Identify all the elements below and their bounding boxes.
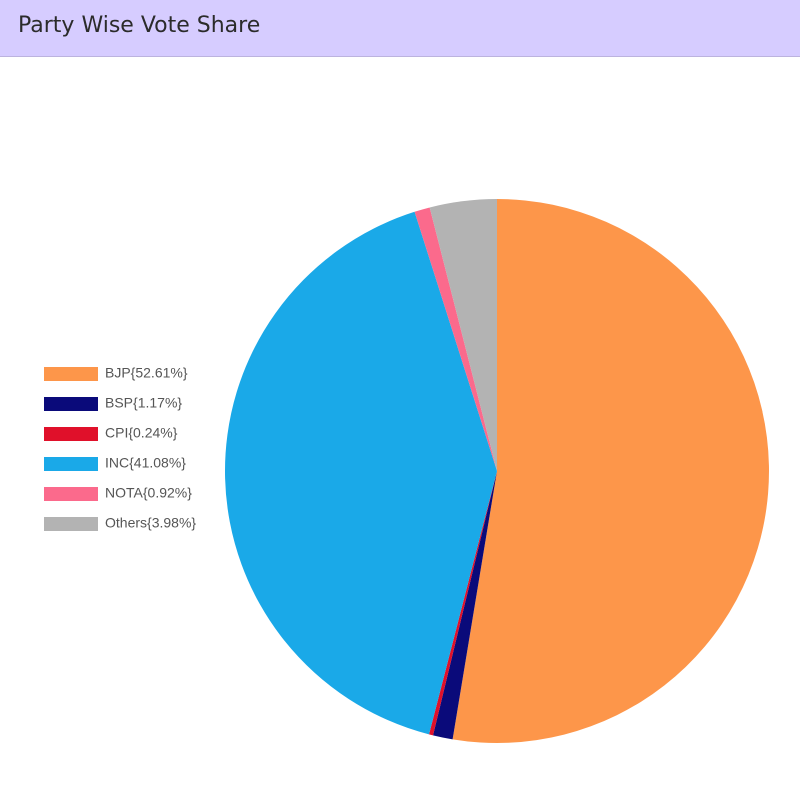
legend-swatch (44, 397, 98, 411)
legend-label: BSP{1.17%} (105, 395, 182, 411)
legend-label: Others{3.98%} (105, 515, 196, 531)
pie-slice (225, 211, 497, 735)
legend-swatch (44, 517, 98, 531)
legend-label: BJP{52.61%} (105, 365, 188, 381)
pie-slice (429, 199, 497, 471)
pie-slice (429, 471, 497, 736)
pie-slice (452, 199, 769, 743)
chart-title: Party Wise Vote Share (18, 13, 261, 38)
header: Party Wise Vote Share (0, 0, 800, 57)
legend-label: CPI{0.24%} (105, 425, 178, 441)
legend-label: NOTA{0.92%} (105, 485, 192, 501)
legend-swatch (44, 457, 98, 471)
legend-swatch (44, 427, 98, 441)
legend-swatch (44, 367, 98, 381)
chart: BJP{52.61%} BSP{1.17%} CPI{0.24%} INC{41.08… (44, 199, 769, 743)
legend-label: INC{41.08%} (105, 455, 186, 471)
pie-slice (433, 471, 497, 740)
legend-swatch (44, 487, 98, 501)
pie-slice (414, 207, 497, 472)
